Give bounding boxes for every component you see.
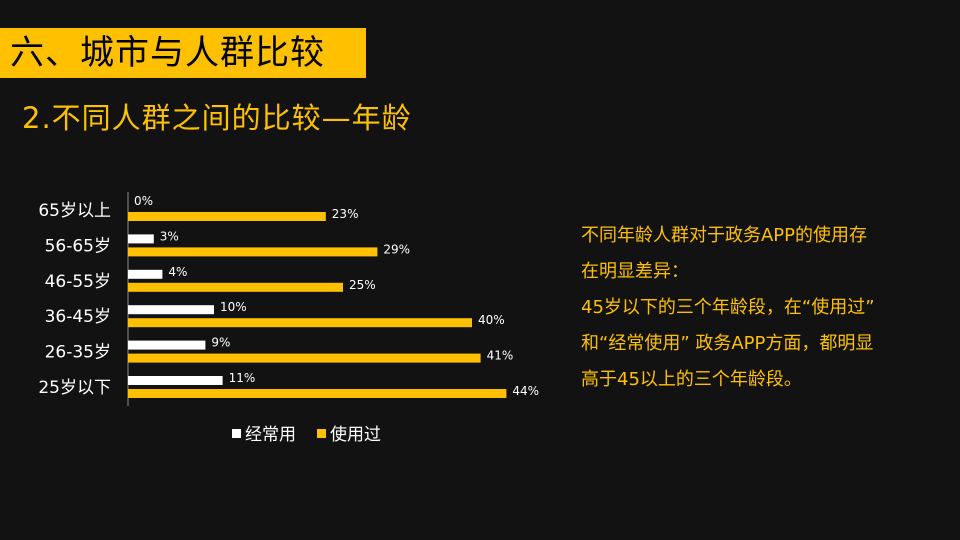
slide-title: 六、城市与人群比较	[10, 33, 325, 73]
data-label-used: 44%	[512, 384, 539, 398]
data-label-used: 40%	[478, 313, 505, 327]
data-label-often: 11%	[229, 371, 256, 385]
legend-label: 经常用	[245, 425, 296, 445]
data-label-used: 41%	[487, 349, 514, 363]
bar-used	[128, 247, 378, 257]
category-label: 26-35岁	[45, 343, 111, 363]
data-label-often: 0%	[134, 194, 153, 208]
age-comparison-bar-chart: 65岁以上 0% 23% 56-65岁 3% 29% 46-55岁 4% 25% 36-45岁 10…	[38, 192, 539, 445]
note-line: 45岁以下的三个年龄段，在“使用过”	[581, 297, 875, 318]
bar-often	[128, 376, 223, 385]
title-banner: 六、城市与人群比较	[0, 28, 366, 78]
slide-subtitle: 2.不同人群之间的比较—年龄	[22, 101, 412, 135]
data-label-often: 4%	[168, 265, 187, 279]
note-line: 在明显差异：	[581, 261, 689, 282]
legend-label: 使用过	[330, 424, 381, 445]
bar-often	[128, 269, 163, 279]
data-label-often: 3%	[160, 229, 179, 243]
note-line: 和“经常使用” 政务APP方面，都明显	[581, 333, 874, 354]
data-label-often: 9%	[211, 336, 230, 350]
bar-used	[128, 353, 481, 363]
category-label: 56-65岁	[45, 236, 111, 256]
bar-used	[128, 212, 326, 221]
bar-used	[128, 389, 507, 398]
bar-often	[128, 305, 214, 315]
bar-used	[128, 282, 343, 292]
legend-swatch	[317, 429, 326, 438]
data-label-used: 23%	[332, 207, 359, 221]
data-label-used: 25%	[349, 278, 376, 292]
bar-often	[128, 340, 206, 350]
note-line: 高于45以上的三个年龄段。	[581, 369, 802, 390]
data-label-used: 29%	[383, 242, 410, 256]
category-label: 46-55岁	[45, 272, 111, 292]
category-label: 65岁以上	[38, 201, 111, 221]
category-label: 25岁以下	[38, 378, 111, 398]
data-label-often: 10%	[220, 300, 247, 314]
bar-often	[128, 234, 154, 244]
category-label: 36-45岁	[45, 307, 111, 327]
note-line: 不同年龄人群对于政务APP的使用存	[581, 225, 868, 246]
bar-used	[128, 318, 472, 328]
legend-swatch	[232, 429, 241, 438]
analysis-note: 不同年龄人群对于政务APP的使用存 在明显差异： 45岁以下的三个年龄段，在“使…	[581, 218, 921, 398]
